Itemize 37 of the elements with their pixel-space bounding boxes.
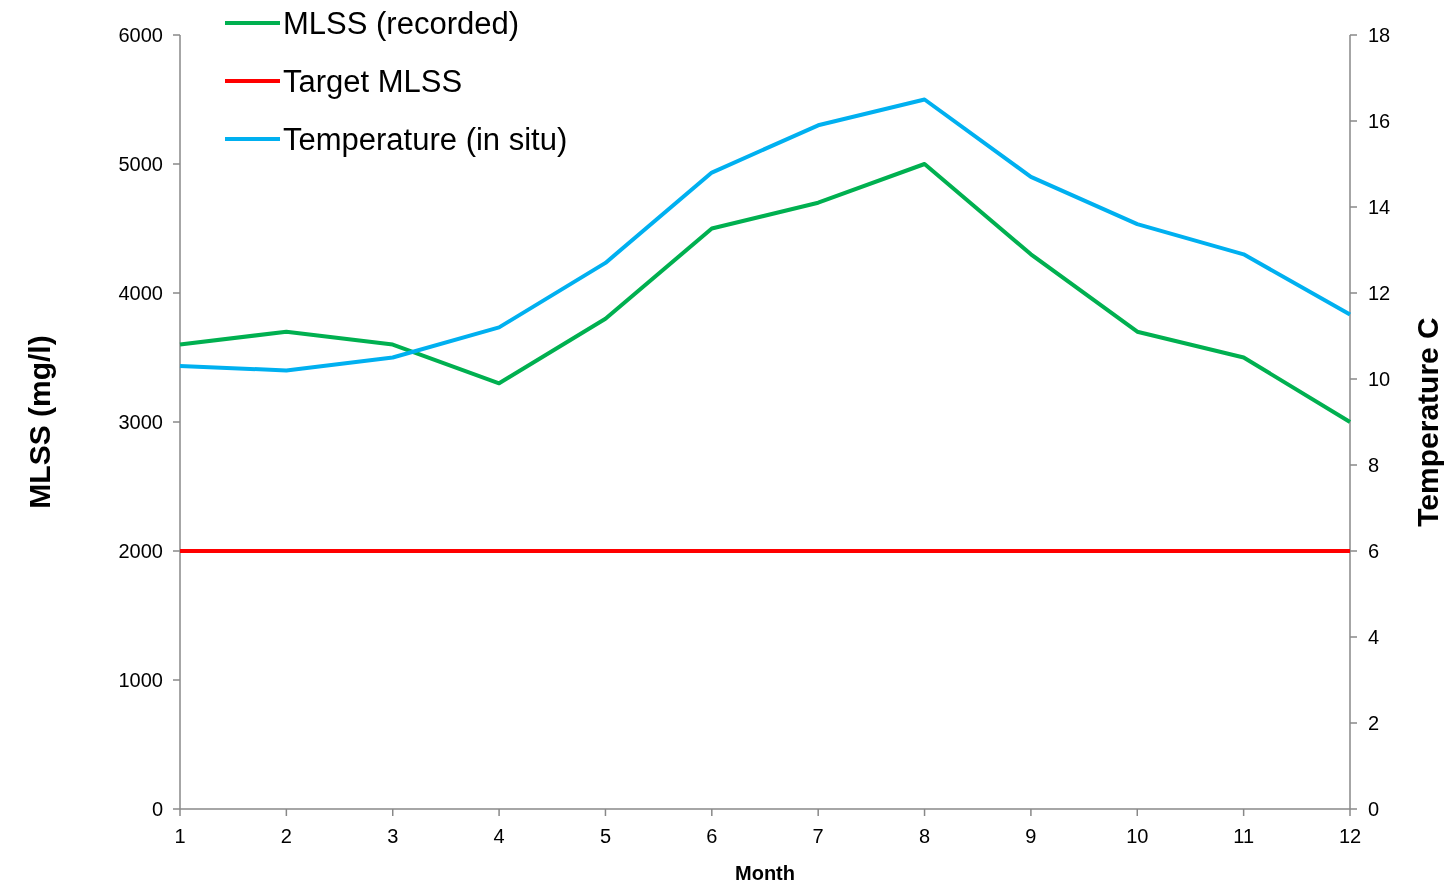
legend-label: Temperature (in situ) [283,121,568,157]
x-axis-title: Month [735,862,795,884]
y2-tick-label: 18 [1368,24,1391,46]
x-tick-label: 4 [493,825,505,847]
y2-tick-label: 14 [1368,196,1391,218]
y2-tick-label: 2 [1368,712,1380,734]
legend-label: MLSS (recorded) [283,5,520,41]
y-tick-label: 5000 [118,153,163,175]
y-tick-label: 4000 [118,282,163,304]
y2-tick-label: 8 [1368,454,1380,476]
y2-tick-label: 10 [1368,368,1391,390]
y2-tick-label: 12 [1368,282,1391,304]
x-tick-label: 1 [174,825,186,847]
y-tick-label: 0 [151,798,163,820]
x-tick-label: 12 [1338,825,1362,847]
y2-tick-label: 6 [1368,540,1380,562]
y2-tick-label: 0 [1368,798,1380,820]
x-tick-label: 2 [280,825,292,847]
line-series [178,97,1352,373]
x-tick-label: 9 [1025,825,1037,847]
y2-axis-title: Temperature C [1411,317,1444,527]
x-tick-label: 6 [706,825,718,847]
x-tick-label: 3 [387,825,399,847]
line-series [178,162,1352,424]
x-tick-label: 11 [1233,825,1255,847]
x-tick-label: 5 [599,825,612,847]
y-tick-label: 2000 [118,540,163,562]
legend-label: Target MLSS [283,63,463,99]
y2-tick-label: 16 [1368,110,1391,132]
y-tick-label: 1000 [118,669,163,691]
x-tick-label: 7 [812,825,824,847]
x-tick-label: 8 [918,825,931,847]
y2-tick-label: 4 [1368,626,1380,648]
x-tick-label: 10 [1126,825,1149,847]
y-tick-label: 3000 [118,411,163,433]
y-axis-title: MLSS (mg/l) [23,335,56,509]
y-tick-label: 6000 [118,24,163,46]
